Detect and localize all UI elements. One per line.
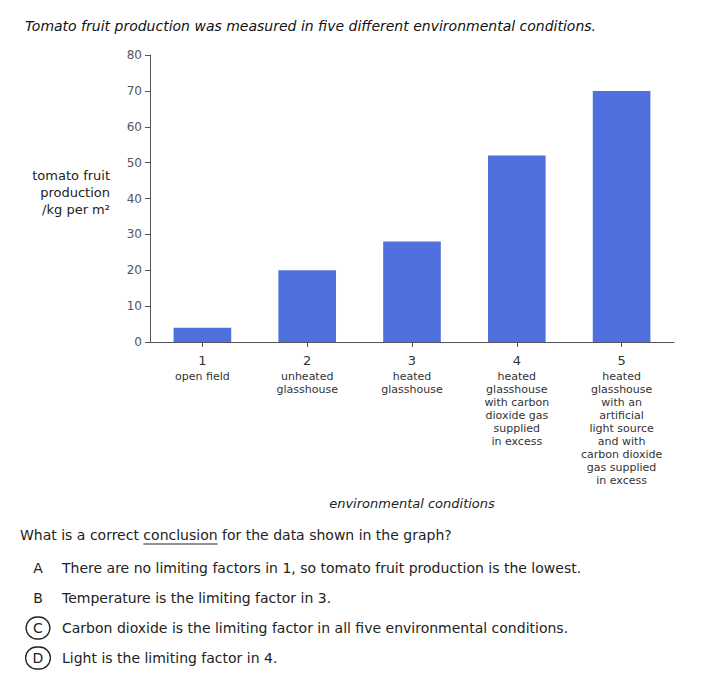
svg-text:heated: heated bbox=[498, 370, 537, 383]
svg-text:glasshouse: glasshouse bbox=[381, 383, 443, 396]
svg-text:heated: heated bbox=[393, 370, 432, 383]
svg-text:50: 50 bbox=[127, 156, 142, 170]
svg-text:glasshouse: glasshouse bbox=[591, 383, 653, 396]
svg-text:Tomato fruit production was me: Tomato fruit production was measured in … bbox=[25, 18, 596, 34]
svg-text:light source: light source bbox=[589, 422, 654, 435]
svg-text:environmental conditions: environmental conditions bbox=[329, 496, 495, 511]
svg-text:production: production bbox=[40, 185, 110, 200]
svg-text:10: 10 bbox=[127, 299, 142, 313]
svg-text:C: C bbox=[33, 620, 43, 636]
svg-text:supplied: supplied bbox=[494, 422, 541, 435]
svg-text:dioxide gas: dioxide gas bbox=[485, 409, 548, 422]
svg-text:glasshouse: glasshouse bbox=[486, 383, 548, 396]
svg-text:glasshouse: glasshouse bbox=[276, 383, 338, 396]
svg-text:4: 4 bbox=[513, 353, 521, 368]
svg-text:What is a correct conclusion f: What is a correct conclusion for the dat… bbox=[20, 527, 452, 543]
svg-text:A: A bbox=[33, 560, 43, 576]
svg-text:open field: open field bbox=[175, 370, 230, 383]
svg-text:70: 70 bbox=[127, 84, 142, 98]
svg-text:artificial: artificial bbox=[599, 409, 643, 422]
svg-text:in excess: in excess bbox=[491, 435, 542, 448]
svg-text:3: 3 bbox=[408, 353, 416, 368]
svg-text:unheated: unheated bbox=[281, 370, 334, 383]
svg-text:/kg per m²: /kg per m² bbox=[42, 202, 110, 217]
svg-text:0: 0 bbox=[134, 335, 142, 349]
svg-text:40: 40 bbox=[127, 192, 142, 206]
svg-text:80: 80 bbox=[127, 48, 142, 62]
svg-text:2: 2 bbox=[303, 353, 311, 368]
svg-text:5: 5 bbox=[617, 353, 625, 368]
svg-text:20: 20 bbox=[127, 263, 142, 277]
svg-text:There are no limiting factors: There are no limiting factors in 1, so t… bbox=[61, 560, 581, 576]
svg-text:Light is the limiting factor i: Light is the limiting factor in 4. bbox=[62, 650, 277, 666]
svg-text:Temperature is the limiting fa: Temperature is the limiting factor in 3. bbox=[61, 590, 331, 606]
svg-text:60: 60 bbox=[127, 120, 142, 134]
svg-text:Carbon dioxide is the limiting: Carbon dioxide is the limiting factor in… bbox=[62, 620, 568, 636]
svg-text:in excess: in excess bbox=[596, 474, 647, 487]
svg-text:with an: with an bbox=[601, 396, 642, 409]
svg-text:and with: and with bbox=[598, 435, 646, 448]
svg-text:1: 1 bbox=[198, 353, 206, 368]
svg-text:gas supplied: gas supplied bbox=[587, 461, 656, 474]
svg-text:D: D bbox=[33, 650, 44, 666]
svg-text:carbon dioxide: carbon dioxide bbox=[581, 448, 662, 461]
svg-text:with carbon: with carbon bbox=[484, 396, 549, 409]
svg-text:tomato fruit: tomato fruit bbox=[32, 168, 110, 183]
svg-text:30: 30 bbox=[127, 227, 142, 241]
svg-text:heated: heated bbox=[602, 370, 641, 383]
svg-text:B: B bbox=[33, 590, 43, 606]
